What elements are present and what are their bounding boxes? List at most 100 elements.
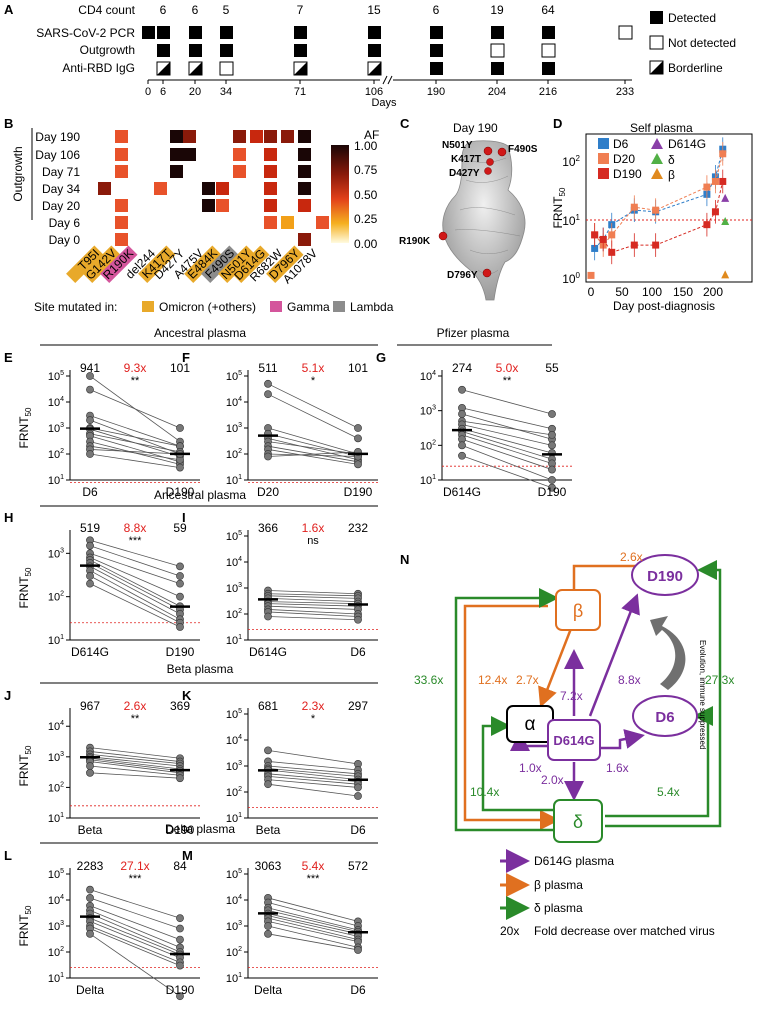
cd4-value: 15 (367, 3, 381, 17)
y-tick: 103 (48, 547, 64, 560)
colorbar-tick: 0.50 (354, 188, 378, 202)
pair-line (461, 389, 553, 415)
d-ytick-10: 101 (562, 213, 580, 228)
pair-line (461, 407, 553, 430)
pair-line (267, 616, 359, 621)
pair-line (89, 575, 181, 624)
significance: ns (307, 535, 319, 547)
d-legend-delta: δ (668, 153, 675, 167)
panel-label-c: C (400, 116, 410, 131)
status-borderline (188, 61, 203, 76)
x-label-left: D20 (257, 485, 279, 499)
data-point (630, 203, 638, 211)
y-tick: 103 (48, 422, 64, 435)
status-detected (157, 44, 170, 57)
x-label-right: D190 (538, 485, 567, 499)
heatmap-row-label: Day 71 (42, 165, 80, 179)
d-xtick-100: 100 (642, 285, 662, 299)
data-point (354, 424, 362, 432)
fold-delta-alpha: 10.4x (470, 785, 499, 799)
heatmap-cell (298, 148, 311, 161)
colorbar-title: AF (364, 128, 379, 142)
y-tick: 104 (226, 556, 242, 569)
day-tick: 20 (189, 86, 201, 98)
data-point (86, 416, 94, 425)
x-label-right: D6 (350, 645, 366, 659)
pair-line (89, 433, 181, 453)
data-point (548, 441, 556, 450)
panel-a-legend: Detected Not detected Borderline (649, 11, 736, 75)
d-legend-beta: β (668, 168, 675, 182)
pair-line (461, 413, 553, 440)
data-point (354, 946, 362, 954)
pair-line (267, 451, 359, 457)
data-point (176, 579, 184, 588)
day-tick: 204 (488, 86, 506, 98)
data-point (176, 774, 184, 783)
d-ytick-100: 102 (562, 154, 580, 169)
pair-line (267, 775, 359, 785)
status-detected (368, 26, 381, 39)
panel-d: D Self plasma D6 D20 D190 D614G δ β 102 … (551, 116, 753, 313)
y-tick: 101 (226, 812, 242, 825)
fold-change: 5.0x (496, 361, 519, 375)
heatmap-cell (170, 165, 183, 178)
status-detected (157, 26, 170, 39)
status-detected (189, 44, 202, 57)
pair-line (461, 455, 553, 489)
fold-d614g-beta: 7.2x (560, 689, 583, 703)
site-legend-title: Site mutated in: (34, 300, 117, 314)
pair-line (267, 595, 359, 599)
y-tick: 101 (48, 634, 64, 647)
data-point (354, 783, 362, 792)
data-point (176, 914, 184, 923)
heatmap-cell (264, 130, 277, 143)
fold-d614g-d6: 1.6x (606, 761, 629, 775)
panel-label-g: G (376, 350, 386, 365)
panel-label-n: N (400, 552, 409, 567)
pair-line (267, 449, 359, 465)
row-label-outgrowth: Outgrowth (80, 43, 135, 57)
y-tick: 105 (48, 370, 64, 383)
x-label-right: D190 (166, 823, 195, 837)
status-detected (542, 26, 555, 39)
data-point (176, 572, 184, 580)
left-titer: 941 (80, 361, 100, 375)
fold-change: 1.6x (302, 521, 325, 535)
pair-line (89, 765, 181, 776)
fold-change: 5.1x (302, 361, 325, 375)
significance: ** (503, 375, 512, 387)
pair-line (89, 427, 181, 447)
data-point (599, 235, 607, 243)
header-pfizer-plasma: Pfizer plasma (437, 326, 510, 340)
x-label-left: D6 (82, 485, 98, 499)
status-detected (491, 62, 504, 75)
heatmap-cell (216, 199, 229, 212)
frnt50-ylabel: FRNT50 (17, 407, 33, 448)
cd4-value: 6 (160, 3, 167, 17)
y-tick: 104 (420, 370, 436, 383)
pair-line (267, 749, 359, 765)
heatmap-cell (298, 233, 311, 246)
data-point (86, 572, 94, 580)
node-beta (555, 589, 601, 631)
y-tick: 105 (226, 530, 242, 543)
status-detected (220, 44, 233, 57)
data-point (548, 483, 556, 492)
panel-c: C Day 190 N501Y F490S K417T D427Y R190K … (399, 116, 538, 301)
data-point (630, 241, 638, 249)
day-tick: 106 (365, 86, 383, 98)
fold-change: 5.4x (302, 859, 325, 873)
day-tick: 233 (616, 86, 634, 98)
data-point (86, 929, 94, 938)
left-titer: 519 (80, 521, 100, 535)
y-tick: 102 (226, 448, 242, 461)
data-point (176, 592, 184, 601)
panel-label-a: A (4, 2, 14, 17)
pair-line (267, 609, 359, 615)
cd4-value: 7 (297, 3, 304, 17)
status-detected (189, 26, 202, 39)
y-tick: 103 (226, 422, 242, 435)
node-d6 (632, 695, 698, 737)
